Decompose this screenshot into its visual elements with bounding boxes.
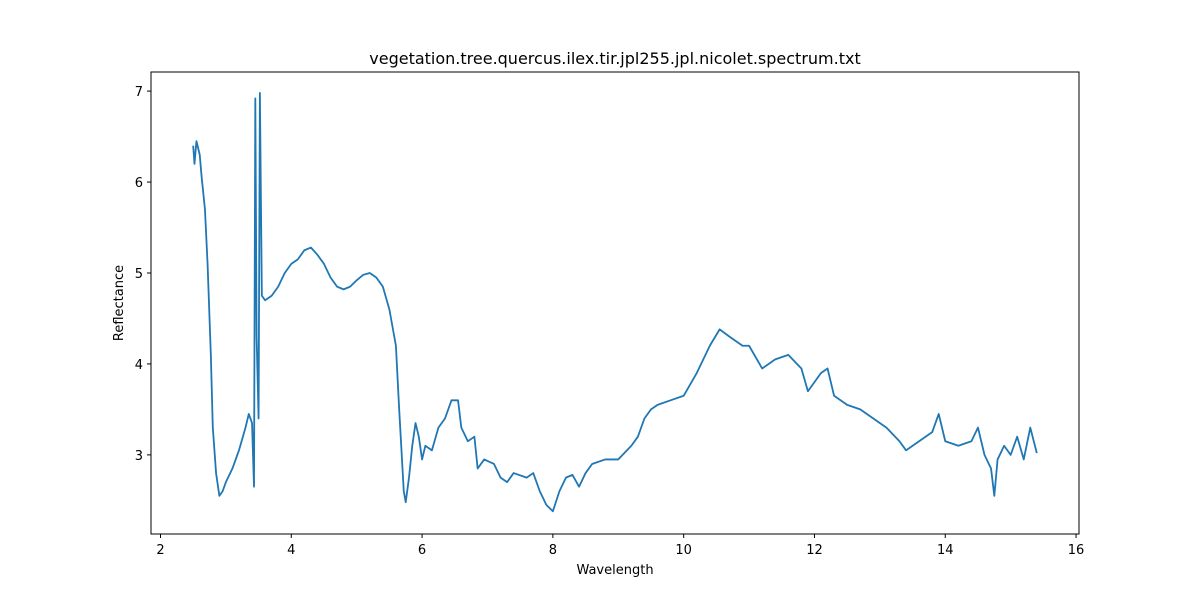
y-tick-label: 7 — [135, 85, 143, 100]
y-tick-label: 4 — [135, 358, 143, 373]
y-tick-label: 5 — [135, 267, 143, 282]
y-tick-label: 3 — [135, 449, 143, 464]
chart-title: vegetation.tree.quercus.ilex.tir.jpl255.… — [369, 49, 860, 68]
x-tick-label: 12 — [806, 543, 823, 558]
x-tick-label: 4 — [287, 543, 295, 558]
x-tick-label: 14 — [937, 543, 954, 558]
plot-frame — [150, 71, 1080, 535]
y-axis-label: Reflectance — [112, 265, 127, 341]
y-tick-label: 6 — [135, 176, 143, 191]
x-tick-label: 8 — [549, 543, 557, 558]
x-tick-label: 16 — [1068, 543, 1085, 558]
data-line — [192, 92, 1038, 513]
x-tick-label: 2 — [156, 543, 164, 558]
x-tick-label: 10 — [675, 543, 692, 558]
x-tick-label: 6 — [418, 543, 426, 558]
x-axis-label: Wavelength — [576, 563, 653, 578]
